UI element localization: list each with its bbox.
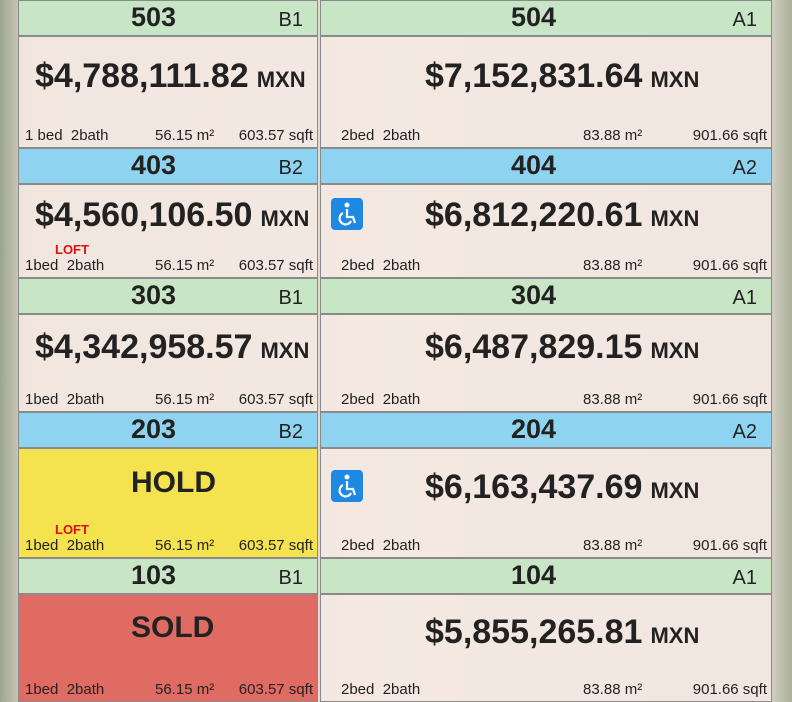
unit-grid: 503 B1 $4,788,111.82MXN 1 bed 2bath 56.15 m²… xyxy=(0,0,792,702)
area-sqft: 603.57 sqft xyxy=(239,391,313,408)
area-sqft: 603.57 sqft xyxy=(239,537,313,554)
area-sqft: 603.57 sqft xyxy=(239,127,313,144)
currency: MXN xyxy=(257,67,306,92)
currency: MXN xyxy=(650,623,699,648)
rooms: 1bed 2bath xyxy=(25,391,104,408)
unit-model: A2 xyxy=(733,157,757,180)
rooms: 2bed 2bath xyxy=(341,537,420,554)
unit-header: 303 B1 xyxy=(18,278,318,314)
unit-number: 303 xyxy=(131,280,176,311)
unit-number: 404 xyxy=(511,150,556,181)
unit-header: 204 A2 xyxy=(320,412,772,448)
currency: MXN xyxy=(650,67,699,92)
rooms: 2bed 2bath xyxy=(341,257,420,274)
unit-number: 504 xyxy=(511,2,556,33)
unit-model: A1 xyxy=(733,287,757,310)
unit-number: 103 xyxy=(131,560,176,591)
area-m2: 56.15 m² xyxy=(155,127,214,144)
area-m2: 83.88 m² xyxy=(583,391,642,408)
area-sqft: 901.66 sqft xyxy=(693,127,767,144)
unit-status: SOLD xyxy=(131,611,214,645)
area-sqft: 603.57 sqft xyxy=(239,681,313,698)
area-sqft: 901.66 sqft xyxy=(693,537,767,554)
unit-model: B1 xyxy=(279,9,303,32)
area-sqft: 901.66 sqft xyxy=(693,257,767,274)
currency: MXN xyxy=(260,206,309,231)
unit-number: 403 xyxy=(131,150,176,181)
unit-model: B2 xyxy=(279,421,303,444)
rooms: 1bed 2bath xyxy=(25,257,104,274)
rooms: 1bed 2bath xyxy=(25,681,104,698)
unit-model: B1 xyxy=(279,287,303,310)
area-m2: 83.88 m² xyxy=(583,537,642,554)
currency: MXN xyxy=(260,338,309,363)
currency: MXN xyxy=(650,338,699,363)
unit-model: B1 xyxy=(279,567,303,590)
accessible-icon xyxy=(331,198,363,230)
unit-number: 503 xyxy=(131,2,176,33)
accessible-icon xyxy=(331,470,363,502)
loft-label: LOFT xyxy=(55,242,89,257)
unit-header: 203 B2 xyxy=(18,412,318,448)
unit-number: 204 xyxy=(511,414,556,445)
unit-model: A1 xyxy=(733,9,757,32)
unit-header: 404 A2 xyxy=(320,148,772,184)
rooms: 2bed 2bath xyxy=(341,127,420,144)
unit-header: 304 A1 xyxy=(320,278,772,314)
area-m2: 83.88 m² xyxy=(583,681,642,698)
area-m2: 56.15 m² xyxy=(155,257,214,274)
area-sqft: 901.66 sqft xyxy=(693,681,767,698)
unit-status: HOLD xyxy=(131,466,216,500)
rooms: 2bed 2bath xyxy=(341,391,420,408)
unit-number: 304 xyxy=(511,280,556,311)
area-m2: 56.15 m² xyxy=(155,537,214,554)
unit-number: 104 xyxy=(511,560,556,591)
unit-model: A1 xyxy=(733,567,757,590)
area-m2: 83.88 m² xyxy=(583,127,642,144)
rooms: 2bed 2bath xyxy=(341,681,420,698)
area-sqft: 603.57 sqft xyxy=(239,257,313,274)
unit-header: 503 B1 xyxy=(18,0,318,36)
unit-model: A2 xyxy=(733,421,757,444)
currency: MXN xyxy=(650,478,699,503)
unit-number: 203 xyxy=(131,414,176,445)
rooms: 1bed 2bath xyxy=(25,537,104,554)
area-m2: 56.15 m² xyxy=(155,391,214,408)
area-sqft: 901.66 sqft xyxy=(693,391,767,408)
unit-header: 504 A1 xyxy=(320,0,772,36)
area-m2: 56.15 m² xyxy=(155,681,214,698)
unit-header: 403 B2 xyxy=(18,148,318,184)
unit-header: 104 A1 xyxy=(320,558,772,594)
rooms: 1 bed 2bath xyxy=(25,127,108,144)
unit-body: SOLD 1bed 2bath 56.15 m² 603.57 sqft xyxy=(18,594,318,702)
loft-label: LOFT xyxy=(55,522,89,537)
currency: MXN xyxy=(650,206,699,231)
unit-model: B2 xyxy=(279,157,303,180)
area-m2: 83.88 m² xyxy=(583,257,642,274)
unit-header: 103 B1 xyxy=(18,558,318,594)
